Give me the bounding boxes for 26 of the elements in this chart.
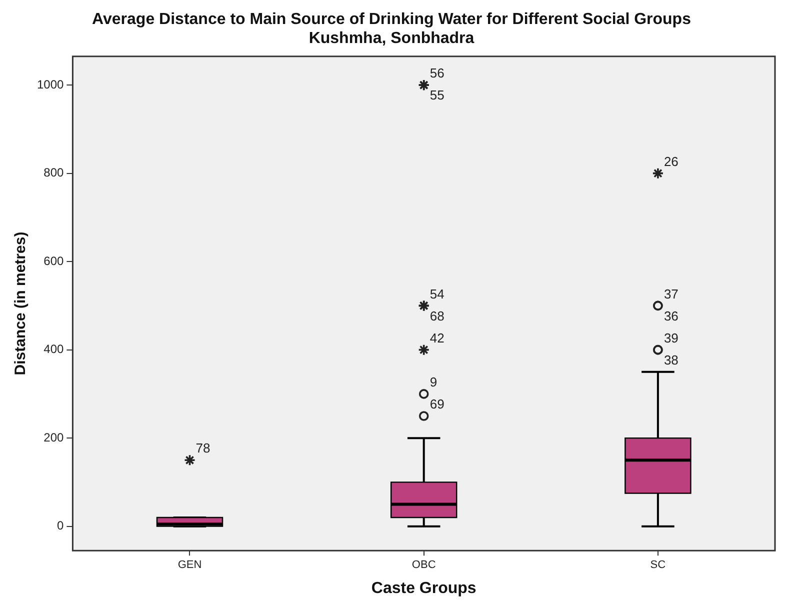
y-axis-title: Distance (in metres) (12, 232, 30, 376)
y-tick-label: 600 (44, 254, 64, 268)
y-tick-label: 200 (44, 430, 64, 444)
x-axis-title: Caste Groups (371, 580, 476, 597)
x-tick-label: OBC (412, 559, 436, 572)
annotation: 9 (430, 374, 438, 390)
annotation: 39 (664, 330, 678, 346)
y-tick-label: 400 (44, 342, 64, 356)
annotation: 78 (196, 440, 210, 456)
chart-subtitle: Kushmha, Sonbhadra (308, 30, 474, 48)
y-tick-label: 0 (57, 518, 64, 533)
annotation: 37 (664, 286, 678, 302)
annotation: 54 (430, 286, 444, 302)
annotation: 38 (664, 352, 678, 368)
annotation: 56 (430, 66, 444, 81)
annotation: 68 (430, 308, 444, 324)
annotation: 55 (430, 88, 444, 103)
annotation: 36 (664, 308, 678, 324)
annotation: 42 (430, 330, 444, 346)
annotation: 26 (664, 154, 678, 169)
chart-title: Average Distance to Main Source of Drinking Water for Different Social Groups (92, 11, 692, 28)
annotation: 69 (430, 396, 444, 412)
x-tick-label: GEN (178, 559, 202, 572)
y-tick-label: 800 (44, 166, 64, 180)
y-tick-label: 1000 (36, 77, 64, 92)
x-tick-label: SC (650, 559, 666, 572)
